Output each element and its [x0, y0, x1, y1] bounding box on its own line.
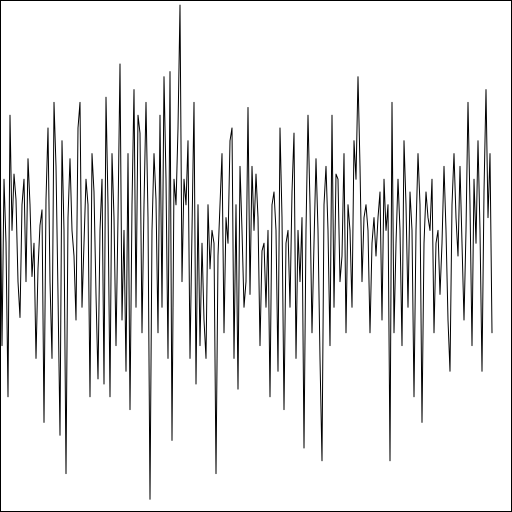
- signal-line: [0, 4, 493, 500]
